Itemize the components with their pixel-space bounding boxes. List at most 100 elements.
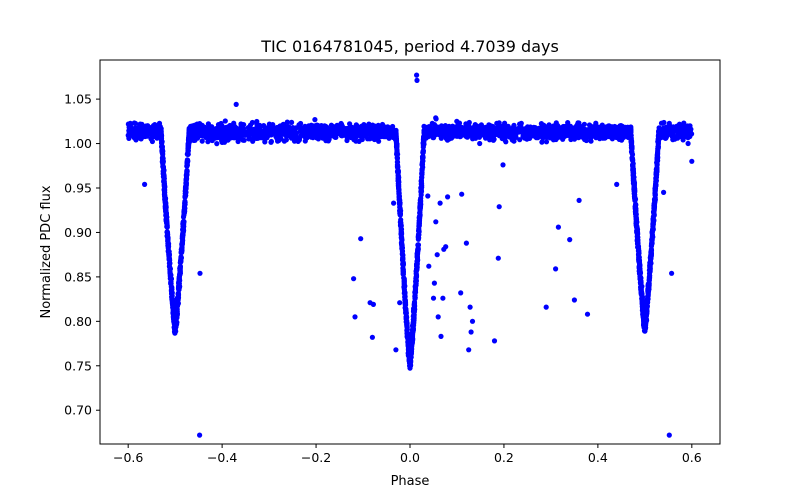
- data-point: [165, 232, 171, 238]
- data-point: [590, 133, 597, 139]
- data-point: [651, 209, 657, 215]
- x-tick-label: −0.4: [207, 450, 237, 465]
- data-point: [559, 126, 566, 132]
- outlier-point: [661, 189, 667, 195]
- outlier-point: [197, 270, 203, 276]
- data-point: [420, 149, 426, 156]
- data-point: [409, 327, 415, 333]
- data-point: [639, 294, 646, 300]
- y-axis: 0.70 0.75 0.80 0.85 0.90 0.95 1.00 1.05: [64, 92, 100, 418]
- data-point: [171, 310, 177, 316]
- data-point: [326, 132, 332, 138]
- data-point: [637, 270, 644, 276]
- outlier-point: [358, 236, 364, 242]
- data-point: [595, 127, 601, 133]
- data-point: [167, 260, 173, 266]
- data-point: [397, 211, 403, 217]
- outlier-point: [669, 270, 675, 276]
- data-point: [289, 119, 295, 125]
- data-point: [412, 306, 418, 312]
- data-point: [334, 126, 340, 133]
- data-point: [395, 182, 402, 188]
- data-point: [196, 132, 202, 138]
- data-point: [152, 123, 159, 129]
- data-point: [411, 302, 418, 308]
- x-tick-label: 0.4: [588, 450, 608, 465]
- data-point: [681, 124, 687, 130]
- data-point: [505, 131, 511, 137]
- data-point: [330, 124, 336, 130]
- data-point: [631, 184, 637, 190]
- data-point: [268, 139, 274, 145]
- data-point: [159, 144, 165, 150]
- data-point: [526, 130, 532, 136]
- data-point: [419, 162, 425, 168]
- data-point: [322, 125, 328, 132]
- data-point: [417, 209, 423, 215]
- y-tick-label: 0.75: [64, 358, 92, 373]
- x-axis: −0.6 −0.4 −0.2 0.0 0.2 0.4 0.6: [113, 444, 702, 465]
- data-point: [183, 177, 189, 183]
- data-point: [219, 139, 225, 145]
- data-point: [421, 123, 427, 129]
- data-point: [353, 138, 359, 144]
- data-point: [248, 130, 254, 136]
- data-point: [418, 185, 424, 191]
- data-point: [463, 122, 469, 128]
- data-point: [644, 298, 651, 305]
- data-point: [175, 296, 181, 302]
- data-point: [253, 127, 259, 134]
- data-point: [634, 226, 640, 232]
- data-point: [403, 314, 409, 320]
- data-point: [491, 133, 497, 139]
- data-point: [396, 201, 403, 207]
- data-point: [648, 243, 655, 249]
- outlier-point: [430, 295, 437, 301]
- x-tick-label: 0.2: [494, 450, 514, 465]
- data-point: [350, 130, 356, 136]
- outlier-point: [425, 193, 431, 199]
- data-point: [652, 196, 658, 203]
- data-point: [430, 132, 436, 138]
- data-point: [181, 206, 188, 212]
- data-point: [568, 125, 574, 131]
- data-point: [143, 127, 149, 133]
- data-point: [218, 131, 224, 137]
- data-point: [161, 167, 167, 173]
- data-point: [144, 131, 150, 137]
- outlier-point: [393, 347, 399, 353]
- outlier-point: [414, 72, 420, 78]
- data-point: [394, 155, 400, 162]
- data-point: [182, 201, 188, 207]
- data-point: [148, 126, 154, 133]
- data-point: [402, 289, 408, 295]
- data-point: [172, 322, 178, 328]
- x-axis-label: Phase: [391, 474, 430, 489]
- data-point: [592, 122, 599, 128]
- data-point: [546, 122, 552, 128]
- data-point: [236, 133, 242, 139]
- data-point: [218, 120, 224, 127]
- data-point: [499, 128, 505, 134]
- data-point: [415, 242, 421, 248]
- data-point: [543, 129, 550, 135]
- outlier-point: [142, 181, 148, 187]
- data-point: [468, 129, 474, 135]
- data-point: [647, 264, 653, 270]
- data-point: [450, 131, 456, 137]
- data-point: [653, 174, 660, 180]
- outlier-point: [197, 432, 203, 438]
- data-point: [376, 129, 382, 136]
- data-point: [264, 135, 270, 141]
- data-point: [651, 217, 657, 223]
- y-tick-label: 1.05: [64, 92, 92, 107]
- data-point: [419, 171, 425, 177]
- data-point: [399, 248, 406, 254]
- data-point: [609, 132, 615, 138]
- data-point: [160, 154, 166, 160]
- data-point: [409, 323, 416, 329]
- outlier-point: [666, 432, 672, 438]
- data-point: [240, 137, 246, 143]
- data-point: [405, 341, 411, 347]
- data-point: [181, 218, 187, 224]
